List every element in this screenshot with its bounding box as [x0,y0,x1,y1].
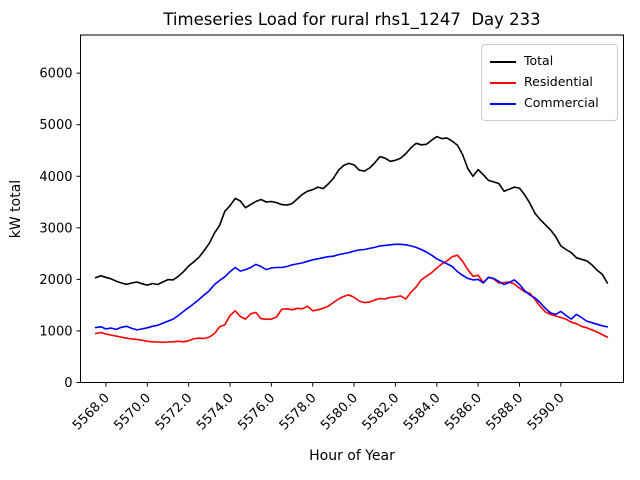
x-tick-label: 5590.0 [525,391,568,434]
x-tick-label: 5574.0 [194,391,237,434]
x-tick-label: 5586.0 [442,391,485,434]
x-tick-label: 5572.0 [153,391,196,434]
series-line-total [94,135,609,286]
y-tick-label: 0 [64,376,72,391]
legend-label: Commercial [524,95,599,111]
legend: Total Residential Commercial [481,44,618,121]
legend-item-total: Total [490,51,609,72]
y-tick-label: 6000 [39,67,72,82]
legend-line-sample-total [490,60,516,63]
x-tick-label: 5584.0 [401,391,444,434]
x-axis-label: Hour of Year [309,448,395,464]
legend-line-sample-commercial [490,102,516,105]
series-line-commercial [94,243,609,331]
x-tick-label: 5578.0 [277,391,320,434]
series-line-residential [94,254,609,344]
x-tick-label: 5576.0 [235,391,278,434]
legend-item-commercial: Commercial [490,93,609,114]
x-tick-label: 5570.0 [111,391,154,434]
y-tick-label: 1000 [39,324,72,339]
chart-title: Timeseries Load for rural rhs1_1247 Day … [163,10,541,29]
y-tick-label: 5000 [39,118,72,133]
x-tick-label: 5588.0 [484,391,527,434]
axes-frame [80,34,624,383]
legend-label: Residential [524,74,593,90]
y-tick-label: 2000 [39,273,72,288]
legend-item-residential: Residential [490,72,609,93]
y-tick-label: 3000 [39,221,72,236]
legend-label: Total [524,53,554,69]
x-tick-label: 5568.0 [70,391,113,434]
x-tick-label: 5582.0 [359,391,402,434]
x-tick-label: 5580.0 [318,391,361,434]
legend-line-sample-residential [490,81,516,84]
y-tick-label: 4000 [39,170,72,185]
